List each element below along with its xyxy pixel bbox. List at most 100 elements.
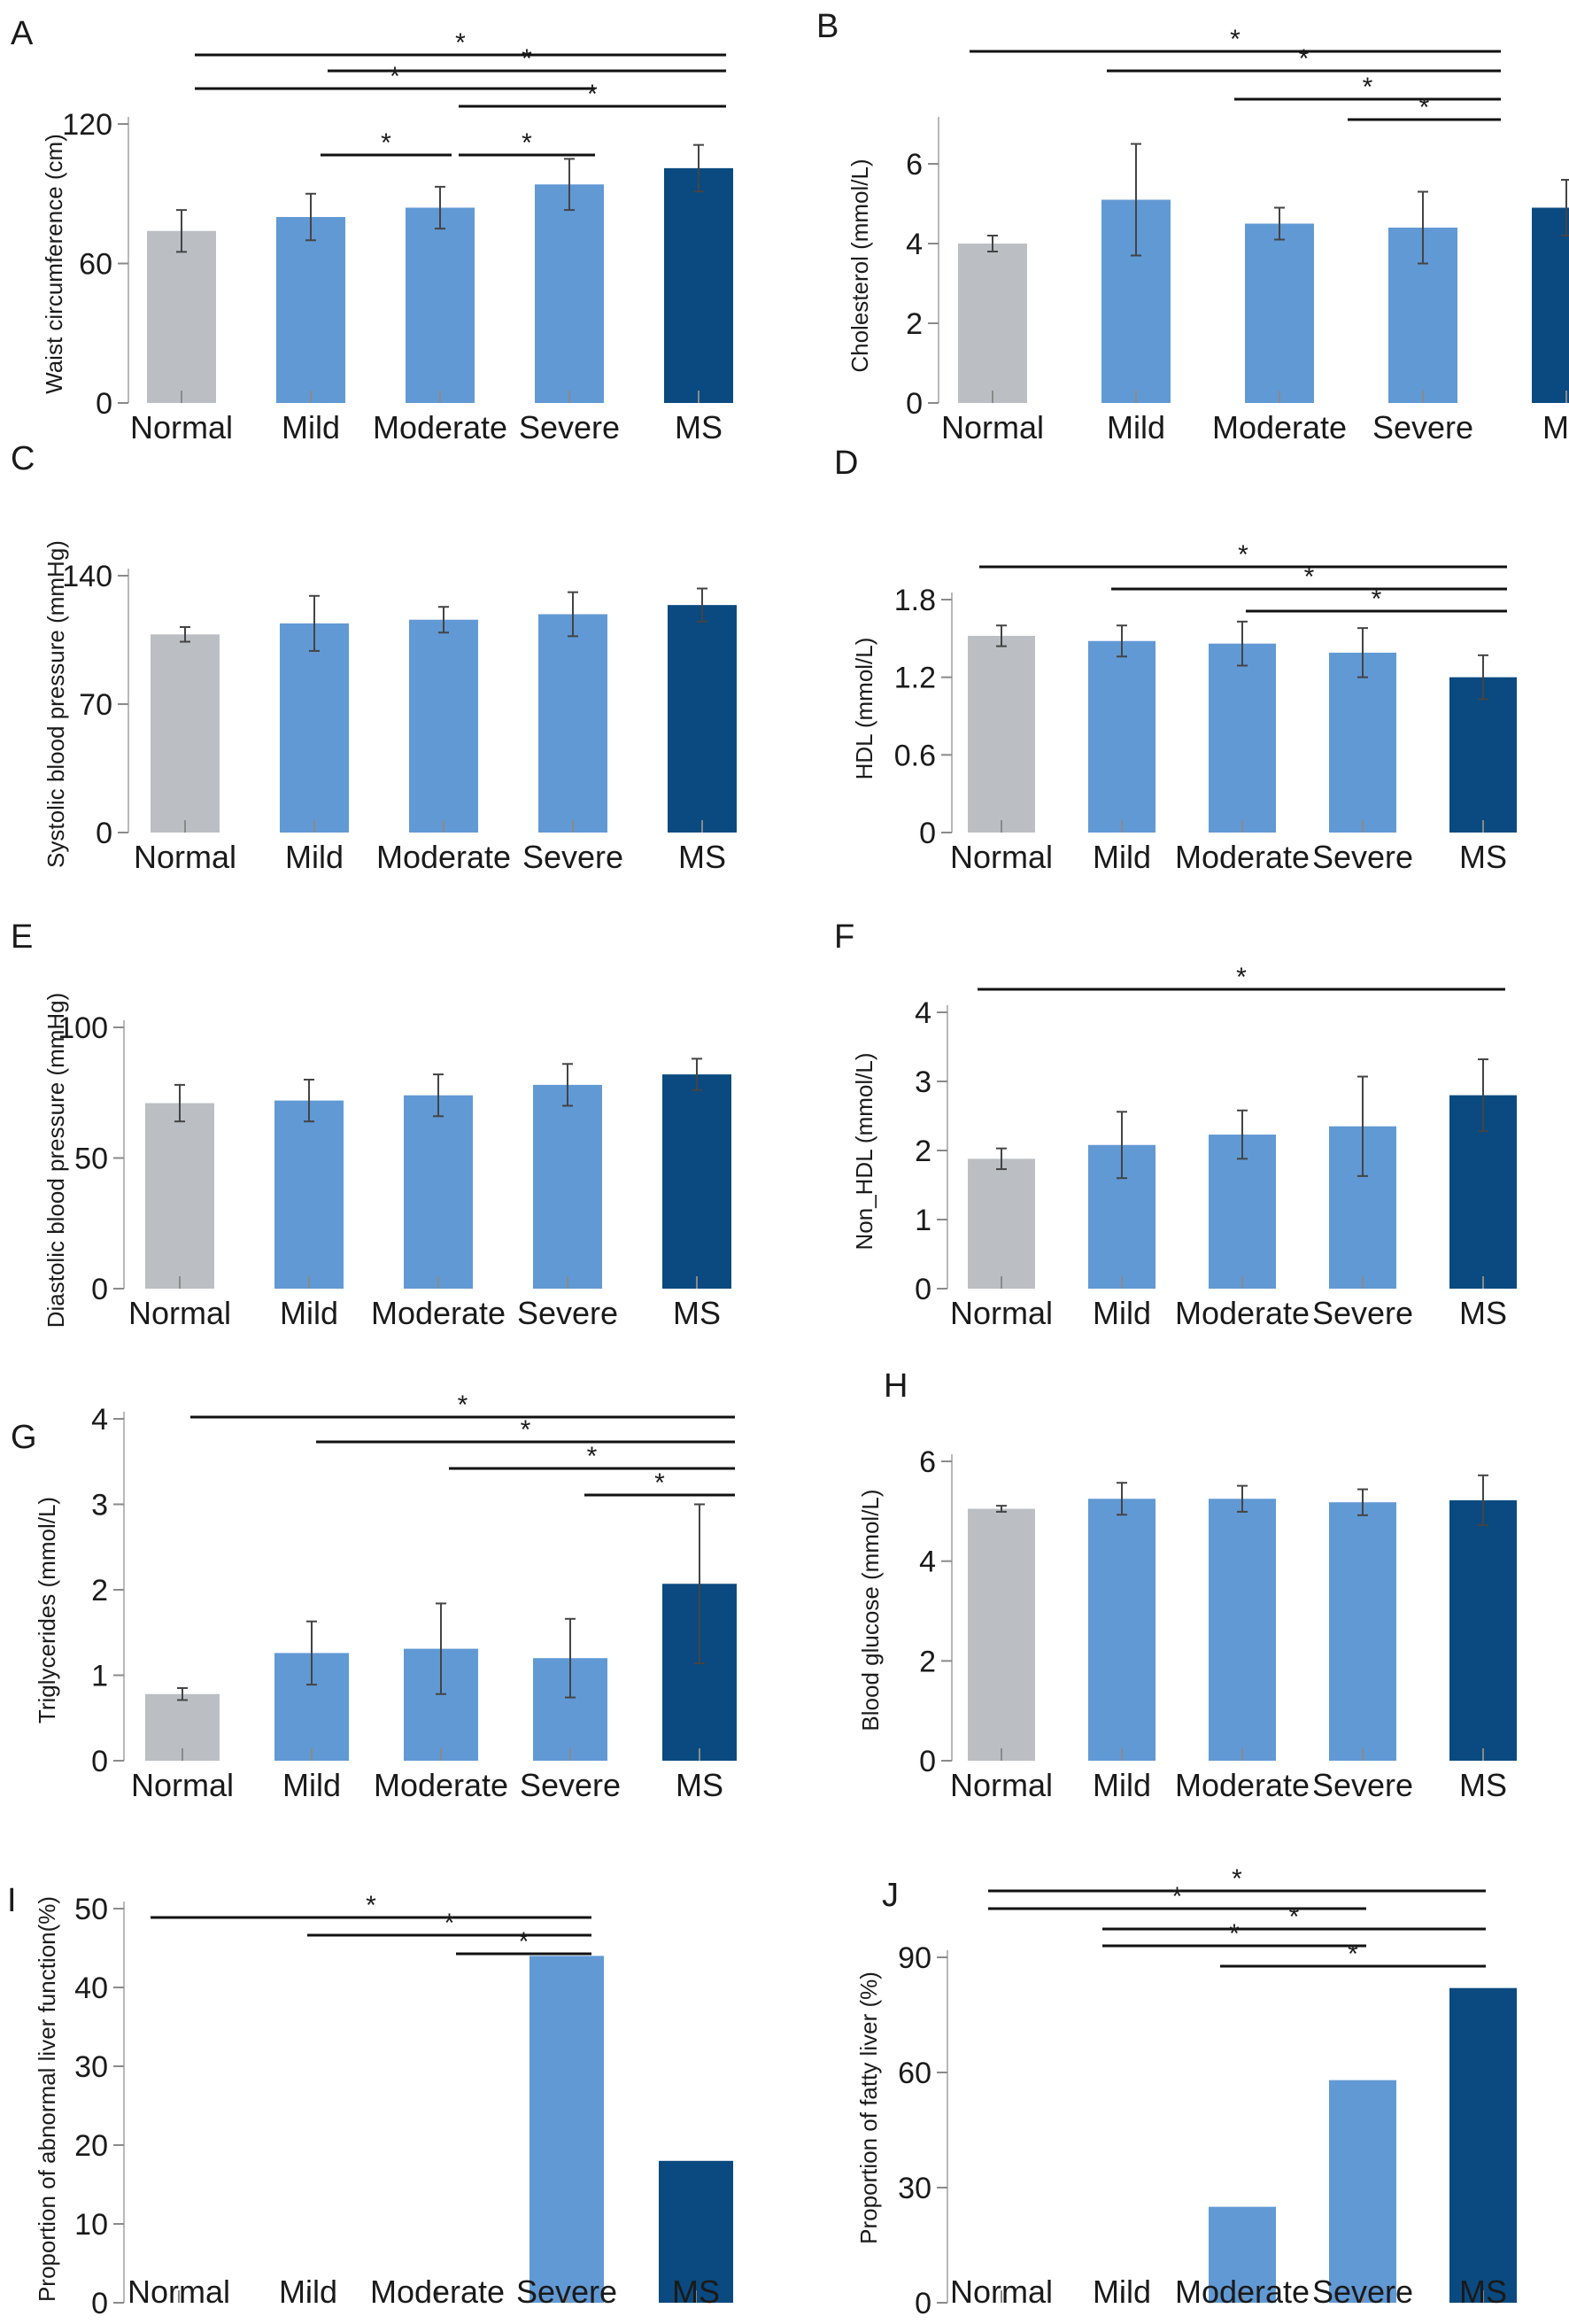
y-tick-label: 10 [74, 2208, 108, 2242]
bar-normal [968, 1158, 1035, 1289]
panel-letter: A [11, 15, 34, 52]
panel-letter: B [816, 8, 839, 45]
y-tick-label: 4 [919, 1545, 936, 1579]
significance-star: * [1348, 1940, 1358, 1969]
x-category-label: MS [678, 839, 726, 875]
bar-moderate [406, 207, 475, 403]
y-tick-label: 4 [906, 228, 923, 261]
x-category-label: MS [673, 1295, 721, 1331]
chart-panel-g: G 0 1 2 3 4 Triglycerides (mmol/L) Normal Mild Mo… [11, 1391, 737, 1803]
bar-ms [1449, 1987, 1517, 2303]
y-tick-label: 0 [915, 2287, 931, 2320]
x-category-label: Mild [282, 409, 340, 445]
y-tick-label: 1.2 [894, 662, 936, 695]
bar-ms [668, 605, 737, 833]
y-tick-label: 4 [915, 996, 931, 1030]
significance-star: * [1363, 73, 1373, 102]
bar-mild [274, 1100, 344, 1289]
panel-letter: I [7, 1882, 17, 1919]
y-tick-label: 0 [91, 1745, 108, 1778]
y-tick-label: 3 [91, 1489, 108, 1522]
significance-star: * [1236, 963, 1247, 992]
x-category-label: Severe [1312, 1767, 1413, 1803]
x-category-label: Moderate [1175, 1767, 1310, 1803]
bar-ms [664, 167, 733, 403]
y-axis-title: Non_HDL (mmol/L) [851, 1053, 877, 1251]
y-tick-label: 2 [915, 1135, 931, 1168]
x-category-label: Normal [131, 1767, 234, 1803]
y-tick-label: 2 [91, 1574, 108, 1607]
y-tick-label: 20 [74, 2129, 108, 2163]
x-category-label: Mild [279, 2274, 337, 2310]
bar-moderate [1245, 223, 1314, 403]
significance-star: * [455, 28, 466, 58]
x-category-label: Severe [517, 1295, 618, 1331]
y-tick-label: 30 [898, 2172, 931, 2205]
bar-severe [1329, 652, 1396, 833]
y-tick-label: 140 [62, 560, 112, 593]
x-category-label: Severe [522, 839, 623, 875]
bar-mild [280, 623, 349, 833]
x-category-label: Normal [128, 2274, 230, 2310]
y-tick-label: 0 [919, 1745, 936, 1778]
y-tick-label: 50 [74, 1143, 108, 1176]
bar-severe [529, 1956, 604, 2303]
y-tick-label: 2 [919, 1645, 936, 1678]
y-tick-label: 0 [96, 387, 112, 421]
x-category-label: MS [1459, 1295, 1507, 1331]
x-category-label: Mild [1093, 839, 1151, 875]
bar-severe [535, 184, 604, 403]
bar-normal [968, 1508, 1035, 1761]
significance-star: * [521, 1415, 531, 1445]
x-category-label: Moderate [370, 2274, 505, 2310]
significance-star: * [1172, 1882, 1183, 1911]
x-category-label: Severe [1312, 1295, 1413, 1331]
bar-severe [1329, 1502, 1396, 1761]
x-category-label: Normal [950, 1767, 1053, 1803]
y-tick-label: 30 [74, 2050, 108, 2084]
y-tick-label: 3 [915, 1065, 931, 1099]
bar-ms [662, 1074, 731, 1289]
panel-letter: G [11, 1419, 37, 1456]
y-tick-label: 90 [898, 1941, 931, 1975]
significance-star: * [1372, 585, 1382, 614]
bar-severe [538, 614, 607, 833]
y-tick-label: 120 [62, 108, 112, 142]
chart-panel-j: J 0 30 60 90 Proportion of fatty liver (%) Nor… [855, 1864, 1517, 2320]
significance-star: * [1238, 540, 1248, 569]
y-axis-title: Waist circumference (cm) [41, 134, 67, 394]
panel-letter: F [834, 918, 854, 956]
x-category-label: Mild [1107, 409, 1165, 445]
significance-star: * [1289, 1902, 1300, 1932]
bar-mild [1088, 640, 1155, 833]
x-category-label: Severe [519, 409, 620, 445]
x-category-label: Severe [1312, 2274, 1413, 2310]
significance-star: * [654, 1468, 665, 1498]
y-tick-label: 0 [915, 1273, 931, 1306]
x-category-label: Mild [285, 839, 344, 875]
bar-normal [147, 230, 216, 403]
x-category-label: MS [1459, 1767, 1507, 1803]
y-tick-label: 70 [79, 688, 112, 722]
y-tick-label: 0 [919, 817, 936, 850]
significance-star: * [1230, 25, 1241, 54]
bar-normal [958, 244, 1027, 403]
x-category-label: Moderate [1175, 839, 1310, 875]
y-tick-label: 60 [898, 2057, 931, 2090]
x-category-label: Normal [128, 1295, 231, 1331]
x-category-label: Normal [130, 409, 233, 445]
x-category-label: Normal [941, 409, 1044, 445]
y-axis-title: Systolic blood pressure (mmHg) [43, 540, 69, 868]
significance-star: * [366, 1891, 376, 1920]
x-category-label: MS [1459, 2274, 1507, 2310]
significance-star: * [1232, 1864, 1242, 1894]
y-tick-label: 0 [96, 817, 112, 850]
significance-star: * [381, 128, 391, 158]
y-tick-label: 0 [91, 2287, 108, 2320]
bar-ms [1532, 207, 1569, 403]
significance-star: * [519, 1927, 529, 1956]
significance-star: * [587, 1442, 598, 1471]
x-category-label: MS [676, 1767, 723, 1803]
